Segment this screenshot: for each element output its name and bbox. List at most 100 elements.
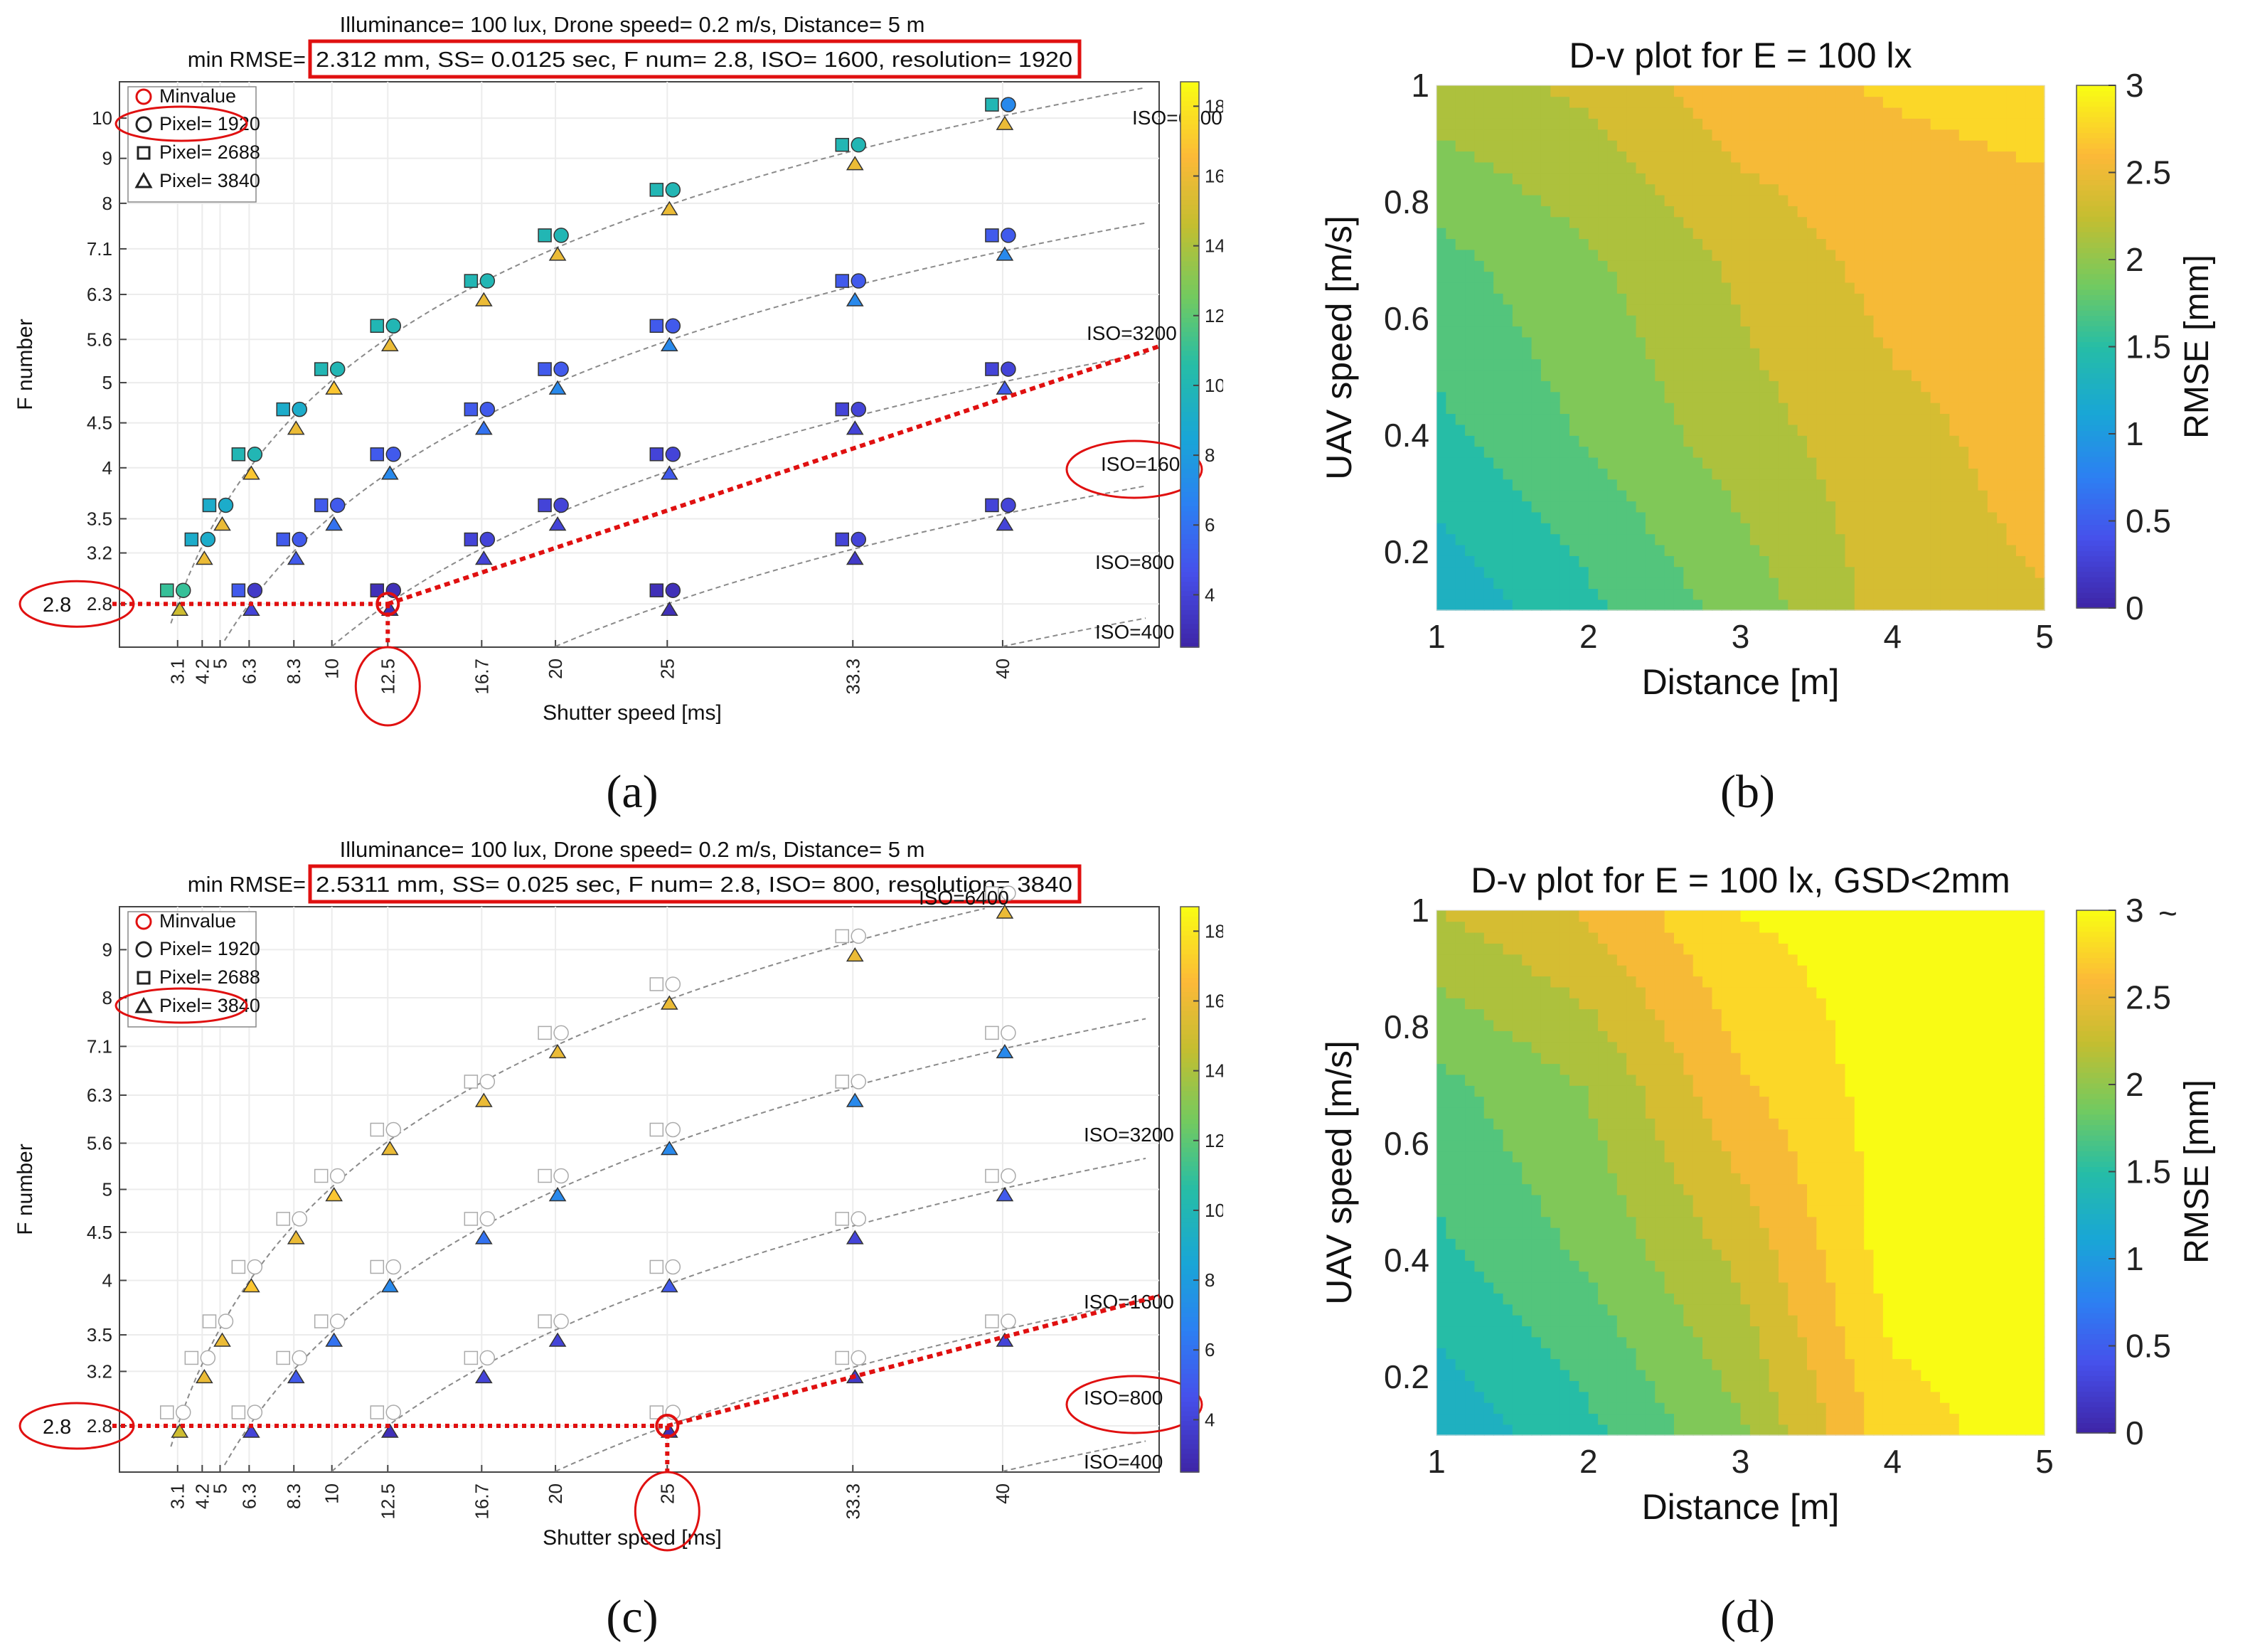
heatmap-cell [1892,501,1903,513]
heatmap-cell [1921,446,1931,458]
heatmap-cell [1816,249,1827,261]
heatmap-cell [1845,348,1855,360]
heatmap-cell [1560,599,1570,611]
heatmap-cell [1626,336,1637,348]
heatmap-cell [1483,249,1494,261]
heatmap-cell [1540,1129,1552,1141]
heatmap-cell [1512,1139,1523,1152]
heatmap-cell [1436,533,1447,545]
heatmap-cell [1522,1052,1532,1065]
heatmap-cell [1788,194,1798,206]
heatmap-cell [1522,173,1532,185]
heatmap-cell [1455,1063,1466,1075]
heatmap-cell [1579,1380,1589,1392]
heatmap-cell [1446,986,1456,998]
heatmap-cell [1997,107,2008,119]
heatmap-cell [1446,1424,1456,1436]
heatmap-cell [1493,227,1504,240]
heatmap-cell [1873,249,1884,261]
heatmap-cell [1540,468,1552,480]
heatmap-cell [1892,314,1903,327]
heatmap-cell [1835,173,1846,185]
heatmap-cell [1636,479,1646,491]
shutter-highlight-ellipse [634,1471,700,1552]
heatmap-cell [1702,173,1713,185]
heatmap-cell [1579,227,1589,240]
heatmap-cell [1436,511,1447,523]
heatmap-cell [1731,107,1742,119]
heatmap-cell [1864,183,1875,196]
heatmap-cell [1503,1293,1513,1305]
heatmap-cell [1949,206,1960,218]
heatmap-cell [1731,468,1742,480]
heatmap-cell [1455,511,1466,523]
heatmap-cell [1540,1030,1552,1043]
heatmap-cell [1626,107,1637,119]
marker-pixel-3840 [380,1141,399,1156]
heatmap-cell [1807,577,1818,590]
heatmap-cell [2015,391,2027,403]
heatmap-cell [1978,238,1988,250]
marker-pixel-3840 [846,1230,864,1245]
heatmap-cell [1921,533,1931,545]
heatmap-cell [1845,468,1855,480]
heatmap-cell [1569,1173,1580,1185]
colorbar-segment [1180,482,1199,488]
heatmap-cell [2025,555,2036,567]
heatmap-cell [2035,369,2045,381]
heatmap-cell [1636,921,1646,933]
heatmap-cell [1636,511,1646,523]
colorbar-segment [1180,326,1199,332]
heatmap-cell [1930,151,1941,163]
heatmap-cell [1474,1369,1485,1381]
heatmap-cell [1845,435,1855,447]
heatmap-cell [1702,533,1713,545]
heatmap-cell [1598,577,1609,590]
heatmap-cell [1997,326,2008,338]
heatmap-cell [1873,293,1884,305]
colorbar-segment [1180,1444,1199,1449]
heatmap-cell [1540,282,1552,294]
heatmap-cell [1664,358,1675,371]
iso-1600-curve [331,1157,1146,1472]
heatmap-cell [1645,206,1656,218]
heatmap-cell [1816,380,1827,393]
heatmap-cell [1531,1260,1542,1272]
heatmap-cell [1503,1249,1513,1261]
heatmap-cell [1436,1249,1447,1261]
heatmap-cell [1483,954,1494,966]
heatmap-cell [1483,206,1494,218]
marker-pixel-2688 [314,498,329,513]
heatmap-cell [1616,954,1627,966]
heatmap-cell [1740,96,1751,108]
heatmap-cell [1778,566,1789,578]
colorbar-segment [1180,1001,1199,1006]
heatmap-cell [1607,1139,1618,1152]
heatmap-cell [1569,1107,1580,1119]
heatmap-cell [1626,161,1637,174]
heatmap-cell [1788,216,1798,228]
marker-pixel-3840 [996,516,1014,531]
heatmap-cell [1598,544,1609,556]
heatmap-cell [1474,293,1485,305]
heatmap-cell [2015,402,2027,415]
x-tick-label: 16.7 [471,1483,492,1520]
heatmap-cell [1626,1139,1637,1152]
heatmap-cell [1645,358,1656,371]
heatmap-cell [1616,435,1627,447]
heatmap-cell [1664,468,1675,480]
heatmap-cell [1864,446,1875,458]
heatmap-cell [1607,577,1618,590]
heatmap-cell [1645,336,1656,348]
heatmap-cell [1712,358,1722,371]
heatmap-cell [1598,391,1609,403]
heatmap-cell [1997,533,2008,545]
colorbar-segment [2077,315,2116,321]
heatmap-cell [1825,391,1836,403]
heatmap-cell [1731,402,1742,415]
heatmap-cell [1483,85,1494,97]
heatmap-cell [1493,1019,1504,1031]
colorbar-segment [2077,487,2116,494]
heatmap-cell [1788,402,1798,415]
heatmap-cell [1835,271,1846,283]
